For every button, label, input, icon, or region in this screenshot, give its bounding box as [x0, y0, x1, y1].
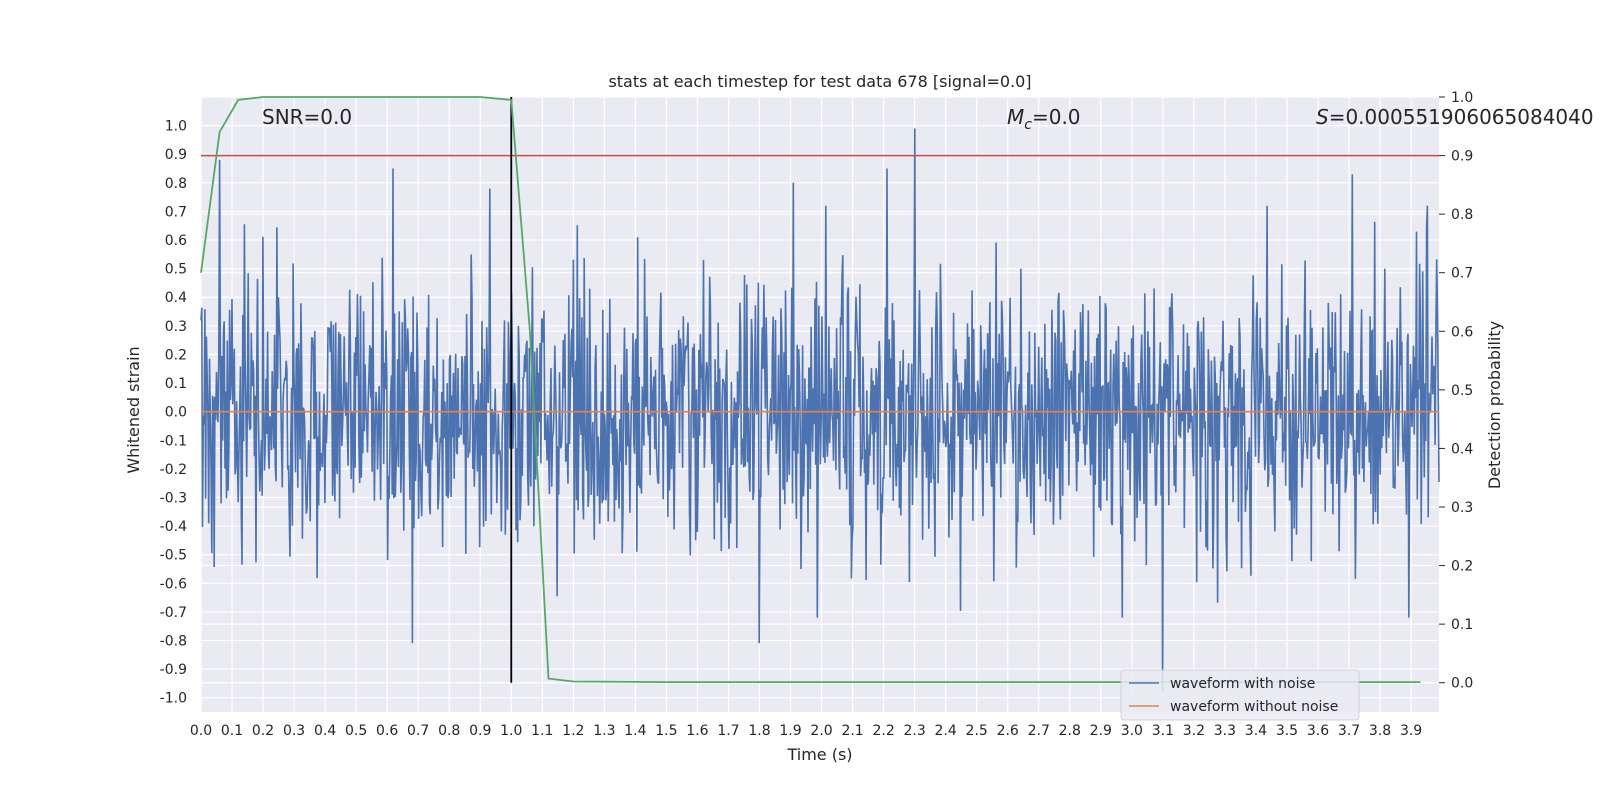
- x-tick-label: 2.7: [1028, 723, 1050, 739]
- x-tick-label: 1.1: [531, 723, 553, 739]
- s-symbol: S: [1316, 105, 1329, 129]
- series-waveform-with-noise: [200, 128, 1440, 693]
- mc-symbol: M: [1007, 105, 1024, 129]
- y-tick-label: -0.9: [160, 662, 187, 678]
- x-axis-ticks: 0.0 0.1 0.2 0.3 0.4 0.5 0.6 0.7 0.8 0.9 1.0 1.1 1.2 1…: [190, 723, 1422, 739]
- y-right-tick-label: 0.8: [1451, 207, 1473, 223]
- detection-probability-line: [200, 96, 1421, 683]
- x-tick-label: 1.9: [779, 723, 801, 739]
- y-tick-label: -1.0: [160, 691, 187, 707]
- x-tick-label: 3.1: [1152, 723, 1174, 739]
- y-tick-label: -0.7: [160, 605, 187, 621]
- x-tick-label: 2.6: [997, 723, 1019, 739]
- x-tick-label: 0.4: [314, 723, 336, 739]
- y-right-tick-label: 1.0: [1451, 90, 1473, 106]
- y-axis-label: Whitened strain: [124, 346, 143, 473]
- x-tick-label: 1.2: [562, 723, 584, 739]
- x-tick-label: 0.7: [407, 723, 429, 739]
- mc-value: =0.0: [1032, 105, 1081, 129]
- y-tick-label: -0.6: [160, 576, 187, 592]
- y-tick-label: 0.4: [165, 290, 187, 306]
- x-tick-label: 0.2: [252, 723, 274, 739]
- chart-title: stats at each timestep for test data 678…: [608, 72, 1031, 91]
- x-tick-label: 3.4: [1245, 723, 1267, 739]
- x-tick-label: 2.1: [841, 723, 863, 739]
- y-tick-label: 0.8: [165, 176, 187, 192]
- y-right-tick-label: 0.7: [1451, 266, 1473, 282]
- x-tick-label: 1.0: [500, 723, 522, 739]
- y-tick-label: -0.8: [160, 633, 187, 649]
- snr-annotation: SNR=0.0: [262, 105, 352, 129]
- y-axis-right-label: Detection probability: [1485, 321, 1504, 489]
- y-tick-label: 0.7: [165, 204, 187, 220]
- x-tick-label: 1.4: [624, 723, 646, 739]
- x-tick-label: 3.6: [1307, 723, 1329, 739]
- series-lines: [200, 96, 1439, 683]
- x-tick-label: 0.3: [283, 723, 305, 739]
- s-annotation: S=0.000551906065084040: [1316, 105, 1594, 129]
- y-tick-label: 0.1: [165, 376, 187, 392]
- y-right-tick-label: 0.2: [1451, 559, 1473, 575]
- y-right-tick-label: 0.1: [1451, 617, 1473, 633]
- x-tick-label: 2.0: [810, 723, 832, 739]
- mc-annotation: Mc=0.0: [1007, 105, 1081, 133]
- legend-label-with-noise: waveform with noise: [1170, 676, 1315, 692]
- x-tick-label: 0.1: [221, 723, 243, 739]
- y-right-tick-label: 0.9: [1451, 149, 1473, 165]
- x-tick-label: 1.6: [686, 723, 708, 739]
- y-axis-ticks: 1.0 0.9 0.8 0.7 0.6 0.5 0.4 0.3 0.2 0.1 0.0 -0.1 -0.…: [160, 119, 187, 707]
- x-tick-label: 3.7: [1338, 723, 1360, 739]
- y-tick-label: -0.4: [160, 519, 187, 535]
- y-right-tick-label: 0.0: [1451, 676, 1473, 692]
- x-tick-label: 3.0: [1121, 723, 1143, 739]
- legend-label-without-noise: waveform without noise: [1170, 699, 1338, 715]
- x-tick-label: 0.9: [469, 723, 491, 739]
- legend: waveform with noise waveform without noi…: [1120, 669, 1360, 721]
- y-tick-label: 0.0: [165, 405, 187, 421]
- y-tick-label: 0.9: [165, 147, 187, 163]
- x-tick-label: 3.8: [1369, 723, 1391, 739]
- x-tick-label: 1.7: [717, 723, 739, 739]
- y-right-tick-label: 0.5: [1451, 383, 1473, 399]
- y-tick-label: 1.0: [165, 119, 187, 135]
- x-tick-label: 3.9: [1400, 723, 1422, 739]
- y-tick-label: 0.5: [165, 262, 187, 278]
- y-right-tick-label: 0.4: [1451, 441, 1473, 457]
- x-tick-label: 3.3: [1214, 723, 1236, 739]
- x-tick-label: 3.2: [1183, 723, 1205, 739]
- x-tick-label: 2.9: [1090, 723, 1112, 739]
- y-right-tick-label: 0.6: [1451, 324, 1473, 340]
- mc-subscript: c: [1024, 117, 1032, 133]
- x-tick-label: 2.4: [935, 723, 957, 739]
- x-tick-label: 2.3: [904, 723, 926, 739]
- x-tick-label: 2.8: [1059, 723, 1081, 739]
- y-right-tick-label: 0.3: [1451, 500, 1473, 516]
- noise-waveform-line: [200, 128, 1440, 693]
- legend-box: [1120, 669, 1360, 721]
- y-axis-right-ticks: 1.0 0.9 0.8 0.7 0.6 0.5 0.4 0.3 0.2 0.1 0.0: [1439, 90, 1473, 692]
- x-tick-label: 0.0: [190, 723, 212, 739]
- x-tick-label: 0.8: [438, 723, 460, 739]
- x-tick-label: 2.5: [966, 723, 988, 739]
- y-tick-label: 0.3: [165, 319, 187, 335]
- y-tick-label: 0.2: [165, 347, 187, 363]
- x-tick-label: 0.6: [376, 723, 398, 739]
- x-tick-label: 1.5: [655, 723, 677, 739]
- x-tick-label: 3.5: [1276, 723, 1298, 739]
- y-tick-label: -0.2: [160, 462, 187, 478]
- x-tick-label: 1.3: [593, 723, 615, 739]
- y-tick-label: -0.3: [160, 490, 187, 506]
- x-tick-label: 1.8: [748, 723, 770, 739]
- x-axis-label: Time (s): [786, 745, 852, 764]
- s-value: =0.000551906065084040: [1329, 105, 1594, 129]
- y-tick-label: 0.6: [165, 233, 187, 249]
- y-tick-label: -0.1: [160, 433, 187, 449]
- y-tick-label: -0.5: [160, 548, 187, 564]
- x-tick-label: 2.2: [872, 723, 894, 739]
- x-tick-label: 0.5: [345, 723, 367, 739]
